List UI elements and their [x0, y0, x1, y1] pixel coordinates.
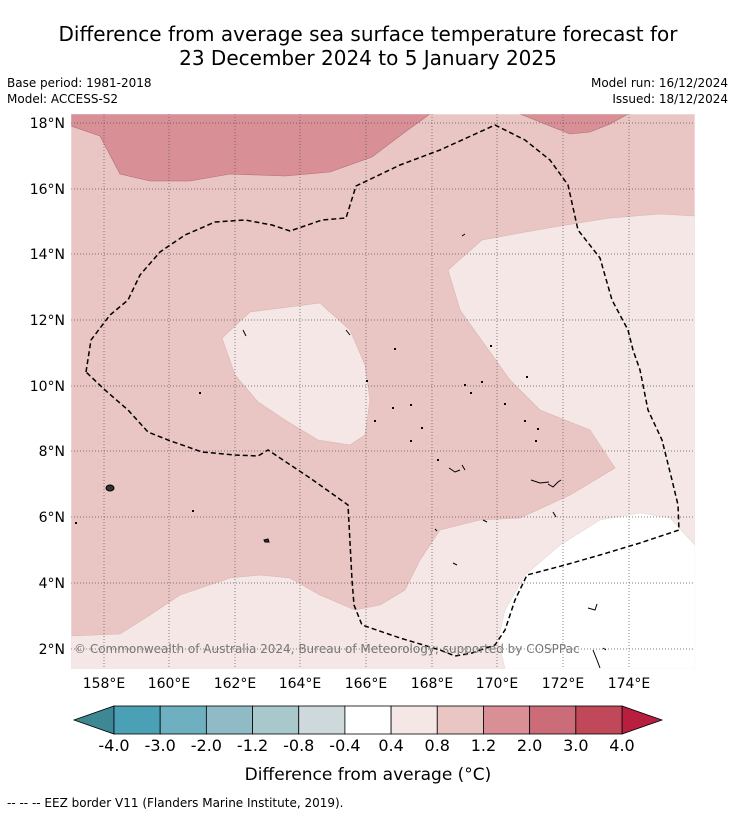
lat-label: 6°N	[39, 510, 65, 526]
colorbar-segment	[390, 705, 438, 735]
title-line-2: 23 December 2024 to 5 January 2025	[179, 46, 557, 70]
lon-label: 158°E	[83, 676, 126, 692]
lat-label: 16°N	[30, 182, 65, 198]
lat-label: 4°N	[39, 576, 65, 592]
colorbar-over-arrow	[621, 705, 664, 735]
title-line-1: Difference from average sea surface temp…	[58, 22, 678, 46]
lat-labels: 18°N 16°N 14°N 12°N 10°N 8°N 6°N 4°N 2°N	[30, 116, 65, 658]
lon-label: 170°E	[476, 676, 519, 692]
lon-label: 168°E	[411, 676, 454, 692]
lat-label: 2°N	[39, 642, 65, 658]
colorbar-tick-label: -2.0	[191, 736, 222, 755]
eez-border	[85, 124, 680, 657]
issued-date: Issued: 18/12/2024	[612, 92, 728, 106]
meta-left: Base period: 1981-2018 Model: ACCESS-S2	[7, 75, 152, 107]
colorbar-under-arrow	[72, 705, 115, 735]
colorbar	[72, 705, 664, 735]
lon-label: 166°E	[345, 676, 388, 692]
lon-labels: 158°E 160°E 162°E 164°E 166°E 168°E 170°…	[83, 676, 651, 692]
copyright-text: © Commonwealth of Australia 2024, Bureau…	[74, 642, 580, 656]
lon-label: 172°E	[542, 676, 585, 692]
anomaly-band-0-4-0-8-east	[71, 213, 695, 669]
colorbar-tick-label: 0.8	[425, 736, 450, 755]
eez-legend-note: -- -- -- EEZ border V11 (Flanders Marine…	[7, 796, 344, 810]
chart-title: Difference from average sea surface temp…	[0, 22, 736, 70]
lon-label: 174°E	[608, 676, 651, 692]
colorbar-tick-label: -1.2	[237, 736, 268, 755]
lat-label: 12°N	[30, 313, 65, 329]
colorbar-tick-label: -0.8	[283, 736, 314, 755]
lat-label: 18°N	[30, 116, 65, 132]
model-name: Model: ACCESS-S2	[7, 92, 119, 106]
colorbar-segment	[529, 705, 577, 735]
anomaly-band-neutral-southeast	[497, 512, 695, 669]
colorbar-tick-label: 1.2	[471, 736, 496, 755]
lon-label: 162°E	[214, 676, 257, 692]
colorbar-segment	[298, 705, 346, 735]
colorbar-segment	[252, 705, 300, 735]
colorbar-segment	[159, 705, 207, 735]
colorbar-segment	[575, 705, 623, 735]
colorbar-segment	[205, 705, 253, 735]
atoll-dots	[75, 345, 539, 524]
colorbar-label: Difference from average (°C)	[245, 765, 492, 785]
map-panel: © Commonwealth of Australia 2024, Bureau…	[71, 114, 695, 669]
base-period: Base period: 1981-2018	[7, 76, 152, 90]
lat-label: 14°N	[30, 247, 65, 263]
graticule	[71, 114, 695, 669]
islands	[105, 233, 607, 669]
anomaly-band-0-4-0-8-center	[221, 302, 371, 446]
colorbar-tick-label: -3.0	[145, 736, 176, 755]
model-run: Model run: 16/12/2024	[590, 76, 728, 90]
anomaly-band-1-2-2-0-east	[519, 114, 629, 135]
colorbar-tick-label: 2.0	[517, 736, 542, 755]
colorbar-segment	[436, 705, 484, 735]
lon-label: 160°E	[148, 676, 191, 692]
colorbar-tick-label: 4.0	[609, 736, 634, 755]
lat-label: 8°N	[39, 444, 65, 460]
colorbar-segment	[113, 705, 161, 735]
colorbar-tick-label: 0.4	[378, 736, 403, 755]
lon-label: 164°E	[279, 676, 322, 692]
lat-label: 10°N	[30, 379, 65, 395]
colorbar-segment	[344, 705, 392, 735]
colorbar-ticks: -4.0 -3.0 -2.0 -1.2 -0.8 -0.4 0.4 0.8 1.2 2.0 3.0 4…	[98, 736, 634, 755]
anomaly-band-1-2-2-0	[71, 114, 431, 182]
meta-right: Model run: 16/12/2024 Issued: 18/12/2024	[591, 75, 728, 107]
colorbar-tick-label: -0.4	[329, 736, 360, 755]
colorbar-tick-label: -4.0	[98, 736, 129, 755]
colorbar-tick-label: 3.0	[563, 736, 588, 755]
map-frame	[70, 113, 696, 670]
colorbar-segment	[483, 705, 531, 735]
